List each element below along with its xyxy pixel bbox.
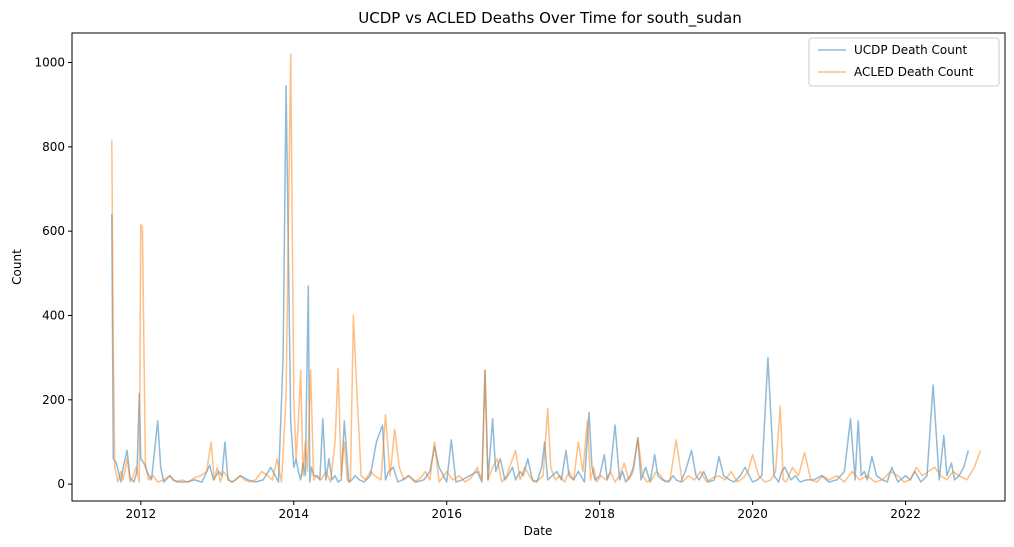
x-tick-label: 2018 [584, 507, 615, 521]
legend-box [808, 37, 1000, 87]
y-tick-label: 1000 [34, 56, 65, 70]
y-tick-label: 0 [57, 477, 65, 491]
x-tick-label: 2012 [126, 507, 157, 521]
plot-area [71, 32, 1006, 502]
x-tick-label: 2022 [890, 507, 921, 521]
y-tick-label: 400 [42, 308, 65, 322]
y-axis-label: Count [10, 249, 24, 285]
y-axis: 0 200 400 600 800 1000 [34, 56, 72, 491]
x-axis: 2012 2014 2016 2018 2020 2022 [126, 501, 921, 521]
x-tick-label: 2014 [279, 507, 310, 521]
y-tick-label: 600 [42, 224, 65, 238]
series-layer [111, 53, 982, 483]
y-tick-label: 200 [42, 393, 65, 407]
series-line-ucdp [111, 84, 970, 483]
chart-title: UCDP vs ACLED Deaths Over Time for south… [358, 9, 742, 28]
x-tick-label: 2016 [431, 507, 462, 521]
legend-label-acled: ACLED Death Count [854, 65, 974, 79]
x-axis-label: Date [524, 524, 553, 538]
legend: UCDP Death Count ACLED Death Count [808, 37, 1000, 87]
x-tick-label: 2020 [737, 507, 768, 521]
legend-label-ucdp: UCDP Death Count [854, 43, 967, 57]
series-line-acled [111, 53, 982, 483]
y-tick-label: 800 [42, 140, 65, 154]
